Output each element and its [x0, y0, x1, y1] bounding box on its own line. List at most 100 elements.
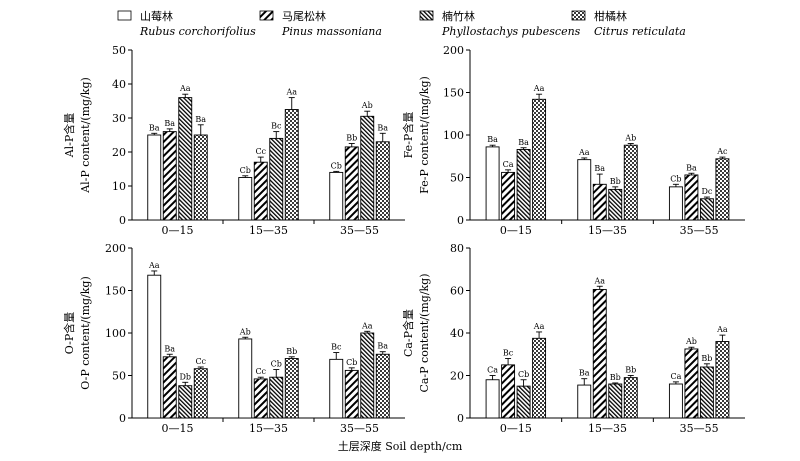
significance-label: Bb: [610, 177, 621, 186]
legend-swatch: [259, 10, 274, 21]
significance-label: Bc: [271, 122, 282, 131]
significance-label: Cb: [670, 174, 681, 183]
significance-label: Ba: [164, 119, 175, 128]
significance-label: Dc: [701, 187, 712, 196]
x-tick-label: 0—15: [500, 422, 532, 435]
bar: [193, 368, 208, 419]
significance-label: Cc: [255, 147, 266, 156]
significance-label: Cb: [271, 360, 282, 369]
legend-swatch: [117, 10, 132, 21]
bar: [577, 159, 592, 221]
significance-label: Bb: [346, 134, 357, 143]
x-tick-label: 15—35: [249, 224, 288, 237]
bar: [608, 383, 623, 419]
significance-label: Bb: [625, 366, 636, 375]
bar: [360, 115, 375, 221]
bar: [178, 97, 193, 221]
chart-panel: 0 20 40 60 80 Ca-P含量 Ca-P content/(mg/kg) 0—15 C…: [401, 242, 745, 435]
y-tick-label: 50: [112, 370, 126, 383]
bar: [668, 383, 683, 419]
bar: [668, 186, 683, 221]
bar: [253, 378, 268, 419]
significance-label: Aa: [578, 148, 590, 157]
chart-panel: 0 50 100 150 200 Fe-P含量 Fe-P content/(mg/kg) 0—…: [401, 44, 745, 237]
significance-label: Ba: [579, 369, 590, 378]
bar: [699, 198, 714, 221]
bar: [284, 109, 299, 221]
legend-label-latin: Rubus corchorifolius: [139, 25, 256, 38]
significance-label: Aa: [361, 321, 373, 330]
legend-item: 柑橘林 Citrus reticulata: [571, 9, 686, 38]
significance-label: Aa: [148, 261, 160, 270]
legend-label-latin: Phyllostachys pubescens: [441, 25, 581, 38]
bar: [485, 379, 500, 419]
y-axis-label-en: O-P content/(mg/kg): [79, 276, 92, 390]
significance-label: Ab: [624, 134, 636, 143]
y-tick-label: 20: [112, 146, 126, 159]
y-tick-label: 100: [443, 129, 464, 142]
legend: 山莓林 Rubus corchorifolius 马尾松林 Pinus massoni…: [117, 9, 686, 38]
significance-label: Ca: [670, 372, 681, 381]
y-tick-label: 100: [105, 327, 126, 340]
significance-label: Aa: [179, 84, 191, 93]
significance-label: Bb: [701, 354, 712, 363]
significance-label: Cb: [518, 370, 529, 379]
bar: [699, 366, 714, 419]
y-tick-label: 60: [450, 285, 464, 298]
bar: [284, 358, 299, 419]
significance-label: Cb: [331, 161, 342, 170]
bar: [269, 137, 284, 221]
y-tick-label: 0: [119, 214, 126, 227]
significance-label: Aa: [593, 276, 605, 285]
significance-label: Aa: [533, 322, 545, 331]
y-tick-label: 50: [450, 172, 464, 185]
bar: [577, 384, 592, 419]
x-tick-label: 0—15: [500, 224, 532, 237]
bar: [608, 188, 623, 221]
x-tick-label: 15—35: [588, 224, 627, 237]
chart-panel: 0 10 20 30 40 50 Al-P含量 Al-P content/(mg/kg) 0—1…: [62, 44, 405, 237]
significance-label: Ca: [503, 160, 514, 169]
bar: [592, 288, 607, 419]
significance-label: Bb: [286, 347, 297, 356]
y-tick-label: 150: [105, 285, 126, 298]
bar: [501, 171, 516, 221]
y-axis-label-en: Ca-P content/(mg/kg): [418, 273, 431, 392]
bar: [623, 144, 638, 221]
y-tick-label: 0: [457, 214, 464, 227]
significance-label: Ba: [164, 344, 175, 353]
bar: [375, 141, 390, 221]
legend-label-zh: 柑橘林: [594, 9, 627, 23]
bar: [684, 348, 699, 419]
bar: [623, 377, 638, 419]
bar: [532, 98, 547, 221]
y-axis-label-en: Fe-P content/(mg/kg): [418, 76, 431, 194]
x-tick-label: 0—15: [162, 422, 194, 435]
bar: [147, 134, 162, 221]
y-tick-label: 30: [112, 112, 126, 125]
legend-item: 楠竹林 Phyllostachys pubescens: [419, 9, 581, 38]
x-tick-label: 35—55: [680, 224, 719, 237]
bar: [592, 183, 607, 221]
x-tick-label: 35—55: [340, 224, 379, 237]
x-tick-label: 15—35: [249, 422, 288, 435]
significance-label: Cc: [255, 367, 266, 376]
bar: [715, 158, 730, 221]
bar: [715, 341, 730, 419]
significance-label: Ca: [487, 366, 498, 375]
y-tick-label: 10: [112, 180, 126, 193]
bar: [360, 332, 375, 419]
bar: [684, 174, 699, 221]
legend-swatch: [419, 10, 434, 21]
legend-label-latin: Citrus reticulata: [594, 25, 686, 38]
y-tick-label: 50: [112, 44, 126, 57]
y-tick-label: 0: [457, 412, 464, 425]
bar: [516, 148, 531, 221]
significance-label: Ab: [685, 337, 697, 346]
x-tick-label: 35—55: [340, 422, 379, 435]
y-tick-label: 40: [112, 78, 126, 91]
y-tick-label: 20: [450, 370, 464, 383]
y-tick-label: 0: [119, 412, 126, 425]
y-axis-label-en: Al-P content/(mg/kg): [79, 77, 92, 194]
